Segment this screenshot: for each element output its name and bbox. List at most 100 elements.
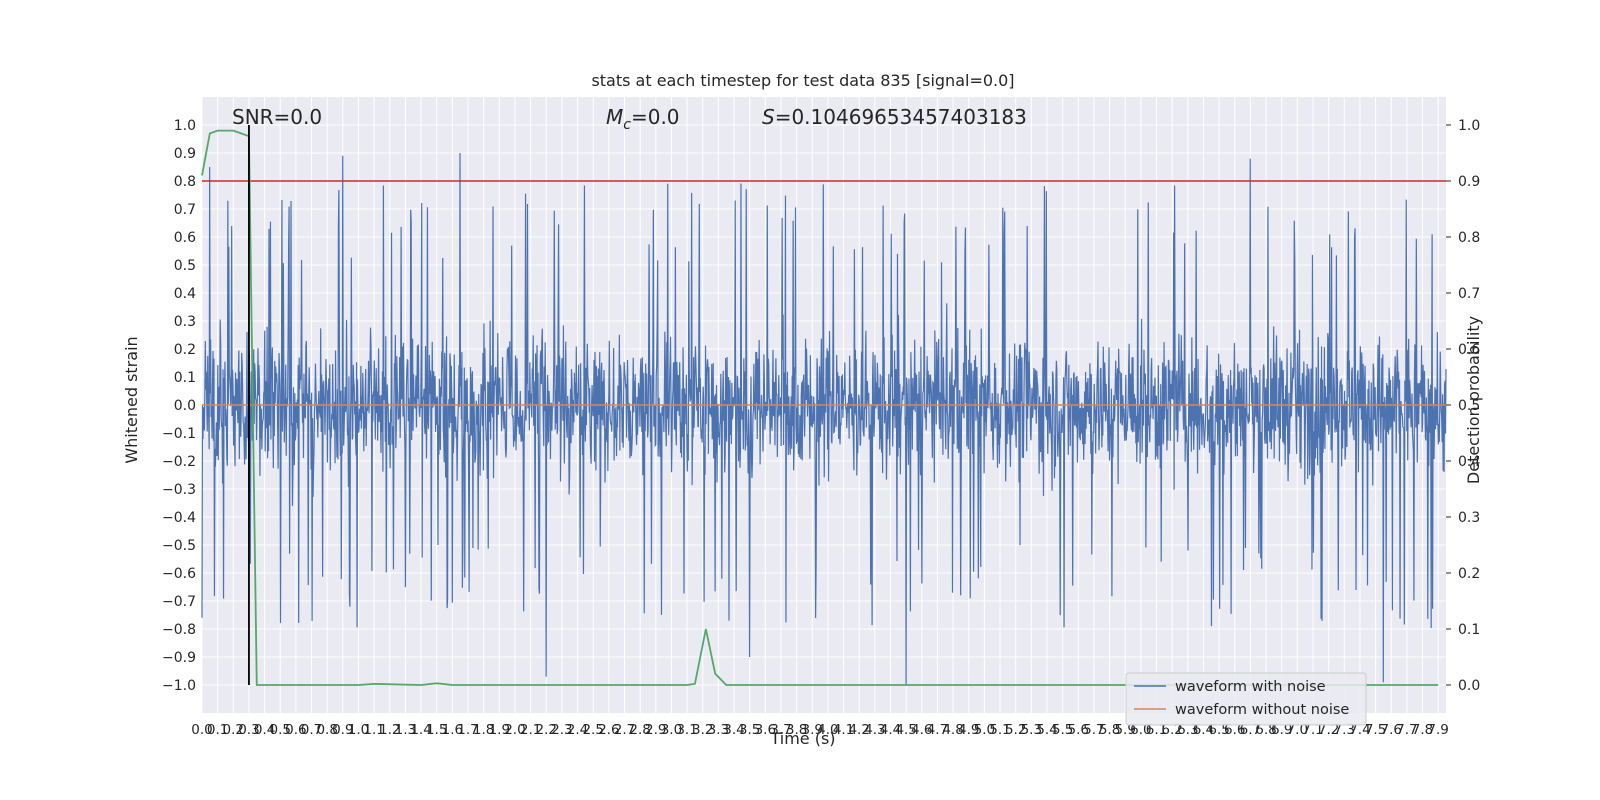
x-tick-label: 2.7 (614, 722, 635, 738)
x-tick-label: 6.8 (1255, 722, 1276, 738)
x-tick-label: 6.4 (1193, 722, 1214, 738)
x-tick-label: 1.6 (442, 722, 463, 738)
x-axis-label: Time (s) (769, 729, 835, 748)
x-tick-label: 5.6 (1068, 722, 1089, 738)
y-tick-label: 0.3 (174, 314, 196, 330)
y-tick-label: 0.5 (174, 258, 196, 274)
y-tick-label: −0.4 (162, 510, 196, 526)
x-tick-label: 4.0 (817, 722, 838, 738)
x-tick-label: 5.7 (1083, 722, 1104, 738)
legend: waveform with noise waveform without noi… (1125, 672, 1367, 726)
x-tick-label: 4.7 (927, 722, 948, 738)
y-tick-label: −0.1 (162, 426, 196, 442)
y-tick-label: −0.3 (162, 482, 196, 498)
x-tick-label: 2.4 (567, 722, 588, 738)
x-tick-label: 5.5 (1052, 722, 1073, 738)
x-tick-label: 2.1 (520, 722, 541, 738)
x-tick-label: 2.8 (629, 722, 650, 738)
legend-label-clean: waveform without noise (1175, 702, 1349, 718)
y2-tick-label: 0.8 (1458, 230, 1480, 246)
x-tick-label: 5.2 (1005, 722, 1026, 738)
y-tick-label: 0.8 (174, 174, 196, 190)
y-tick-label: 0.6 (174, 230, 196, 246)
x-tick-label: 1.0 (348, 722, 369, 738)
s-annotation: S=0.10469653457403183 (762, 105, 1027, 129)
x-tick-label: 7.0 (1287, 722, 1308, 738)
x-tick-label: 5.1 (989, 722, 1010, 738)
x-tick-label: 0.4 (254, 722, 275, 738)
x-tick-label: 2.5 (582, 722, 603, 738)
x-tick-label: 6.6 (1224, 722, 1245, 738)
series-detection-probability (201, 129, 1439, 686)
x-tick-label: 4.4 (880, 722, 901, 738)
x-tick-label: 0.3 (238, 722, 259, 738)
x-tick-label: 1.5 (426, 722, 447, 738)
snr-annotation: SNR=0.0 (232, 105, 322, 129)
x-tick-label: 1.1 (363, 722, 384, 738)
x-tick-label: 7.5 (1365, 722, 1386, 738)
x-tick-label: 7.3 (1334, 722, 1355, 738)
x-tick-label: 0.6 (285, 722, 306, 738)
x-tick-label: 2.0 (504, 722, 525, 738)
x-tick-label: 6.1 (1146, 722, 1167, 738)
chart-title: stats at each timestep for test data 835… (591, 71, 1014, 90)
x-tick-label: 4.2 (848, 722, 869, 738)
x-tick-label: 6.5 (1208, 722, 1229, 738)
x-tick-label: 0.2 (223, 722, 244, 738)
x-tick-label: 5.4 (1036, 722, 1057, 738)
y-tick-label: 1.0 (174, 118, 196, 134)
x-axis-ticks: 0.00.10.20.30.40.50.60.70.80.91.01.11.21… (191, 722, 1449, 738)
x-tick-label: 2.6 (598, 722, 619, 738)
x-tick-label: 3.4 (723, 722, 744, 738)
x-tick-label: 2.2 (536, 722, 557, 738)
x-tick-label: 1.7 (457, 722, 478, 738)
y-tick-label: −0.5 (162, 538, 196, 554)
y-tick-label: −0.8 (162, 622, 196, 638)
x-tick-label: 3.9 (802, 722, 823, 738)
x-tick-label: 2.9 (645, 722, 666, 738)
x-tick-label: 7.2 (1318, 722, 1339, 738)
x-tick-label: 3.0 (661, 722, 682, 738)
y-tick-label: 0.1 (174, 370, 196, 386)
x-tick-label: 3.1 (676, 722, 697, 738)
x-tick-label: 3.2 (692, 722, 713, 738)
x-tick-label: 3.3 (708, 722, 729, 738)
x-tick-label: 5.0 (974, 722, 995, 738)
x-tick-label: 6.3 (1177, 722, 1198, 738)
legend-label-noise: waveform with noise (1175, 679, 1326, 695)
y-axis-ticks: −1.0 −0.9 −0.8 −0.7 −0.6 −0.5 −0.4 −0.3 −0.2 −0.1… (162, 118, 196, 694)
y-tick-label: 0.7 (174, 202, 196, 218)
y2-tick-label: 0.1 (1458, 622, 1480, 638)
y-axis-label: Whitened strain (122, 336, 141, 463)
y-tick-label: −1.0 (162, 678, 196, 694)
y-tick-label: −0.9 (162, 650, 196, 666)
x-tick-label: 4.3 (864, 722, 885, 738)
x-tick-label: 0.5 (269, 722, 290, 738)
y2-tick-label: 0.0 (1458, 678, 1480, 694)
x-tick-label: 6.2 (1161, 722, 1182, 738)
x-tick-label: 7.4 (1349, 722, 1370, 738)
x-tick-label: 0.9 (332, 722, 353, 738)
y-tick-label: −0.7 (162, 594, 196, 610)
x-tick-label: 4.9 (958, 722, 979, 738)
x-tick-label: 0.7 (301, 722, 322, 738)
series-waveform-with-noise (201, 152, 1447, 686)
mc-annotation: Mc=0.0 (606, 105, 680, 133)
x-tick-label: 0.0 (191, 722, 212, 738)
x-tick-label: 5.9 (1114, 722, 1135, 738)
y-tick-label: −0.2 (162, 454, 196, 470)
x-tick-label: 6.7 (1240, 722, 1261, 738)
x-tick-label: 4.5 (895, 722, 916, 738)
x-tick-label: 4.6 (911, 722, 932, 738)
y2-tick-label: 0.2 (1458, 566, 1480, 582)
x-tick-label: 7.7 (1396, 722, 1417, 738)
x-tick-label: 5.3 (1021, 722, 1042, 738)
x-tick-label: 2.3 (551, 722, 572, 738)
x-tick-label: 1.8 (473, 722, 494, 738)
x-tick-label: 7.9 (1427, 722, 1448, 738)
x-tick-label: 3.6 (755, 722, 776, 738)
x-tick-label: 0.1 (207, 722, 228, 738)
y-tick-label: 0.4 (174, 286, 196, 302)
legend-box (1125, 672, 1367, 726)
